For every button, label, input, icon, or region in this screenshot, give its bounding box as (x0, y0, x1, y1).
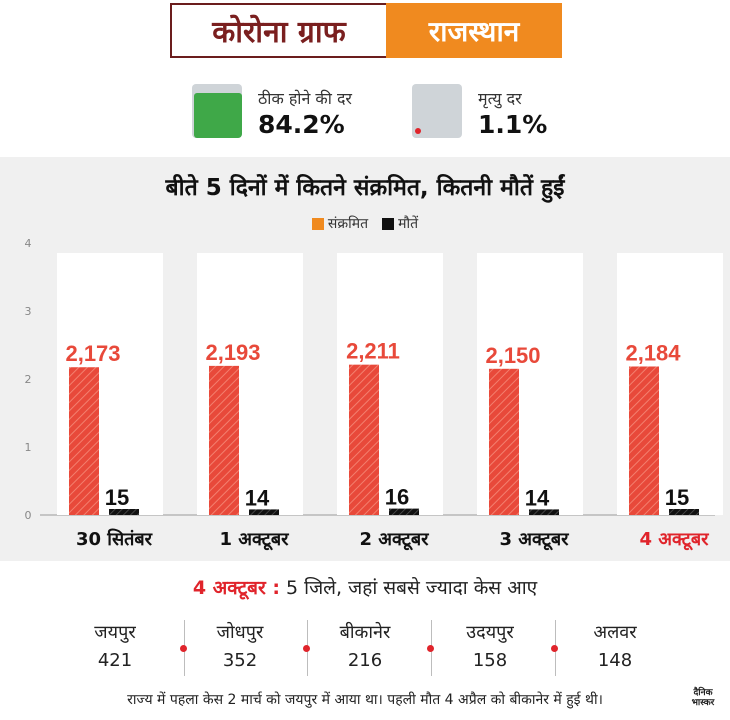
y-tick-label: 4 (25, 237, 32, 250)
data-label-deaths: 16 (385, 485, 409, 510)
district-title-date: 4 अक्टूबर : (192, 577, 280, 599)
district-item-udaipur: उदयपुर 158 (425, 620, 555, 671)
district-separator (180, 620, 187, 676)
district-count: 158 (472, 650, 508, 671)
chart-title: बीते 5 दिनों में कितने संक्रमित, कितनी म… (165, 175, 565, 201)
district-title-text: 5 जिले, जहां सबसे ज्यादा केस आए (279, 577, 538, 599)
bar-infected (489, 368, 519, 515)
x-tick-label: 4 अक्टूबर (639, 529, 709, 551)
data-label-infected: 2,211 (346, 339, 400, 364)
y-tick-label: 3 (25, 305, 32, 318)
district-count: 352 (222, 650, 258, 671)
logo-line-2: भास्कर (691, 698, 715, 708)
district-name: जोधपुर (216, 622, 264, 643)
legend-swatch-infected (311, 217, 324, 230)
district-name: अलवर (593, 622, 637, 643)
x-tick-label: 3 अक्टूबर (499, 529, 569, 551)
death-rate-card: मृत्यु दर 1.1% (412, 84, 572, 144)
district-list: जयपुर 421 जोधपुर 352 बीकानेर 216 उदयपुर … (50, 620, 680, 680)
recovery-rate-label: ठीक होने की दर (258, 89, 352, 108)
death-rate-fill (415, 128, 421, 134)
bar-chart: 0 1 2 3 4 2,173 15 30 सितंबर 2,193 14 1 अक्टूबर 2,2… (25, 237, 723, 551)
x-tick-label: 2 अक्टूबर (359, 529, 429, 551)
bar-deaths (529, 509, 559, 515)
recovery-rate-value: 84.2% (258, 110, 345, 139)
data-label-infected: 2,184 (625, 340, 681, 365)
district-name: जयपुर (94, 622, 136, 643)
data-label-deaths: 15 (665, 485, 689, 510)
district-count: 421 (97, 650, 133, 671)
legend-label-infected: संक्रमित (327, 216, 369, 232)
data-label-deaths: 14 (245, 485, 270, 510)
chart-legend: संक्रमित मौतें (0, 214, 730, 233)
district-separator (551, 620, 558, 676)
bar-deaths (249, 509, 279, 515)
district-name: उदयपुर (466, 622, 514, 643)
district-count: 148 (597, 650, 633, 671)
death-rate-gauge (412, 84, 462, 138)
district-separator (303, 620, 310, 676)
district-item-alwar: अलवर 148 (550, 620, 680, 671)
x-tick-label: 30 सितंबर (76, 528, 153, 550)
legend-item-deaths: मौतें (382, 214, 418, 233)
bar-infected (349, 364, 379, 515)
bar-deaths (669, 509, 699, 515)
brand-logo: दैनिक भास्कर (683, 688, 723, 714)
death-rate-value: 1.1% (478, 110, 548, 139)
bar-deaths (109, 509, 139, 515)
recovery-rate-gauge (192, 84, 242, 138)
district-count: 216 (347, 650, 383, 671)
bar-deaths (389, 508, 419, 515)
legend-item-infected: संक्रमित (311, 214, 369, 233)
death-rate-label: मृत्यु दर (478, 89, 522, 108)
footer-note: राज्य में पहला केस 2 मार्च को जयपुर में … (127, 692, 603, 708)
title-banner: कोरोना ग्राफ राजस्थान (170, 3, 562, 60)
recovery-rate-card: ठीक होने की दर 84.2% (192, 84, 392, 144)
data-label-infected: 2,150 (485, 343, 540, 368)
y-tick-label: 0 (25, 509, 32, 522)
data-label-deaths: 15 (105, 485, 129, 510)
data-label-deaths: 14 (525, 485, 550, 510)
data-label-infected: 2,173 (65, 341, 120, 366)
page-title: कोरोना ग्राफ (170, 3, 386, 58)
district-item-jodhpur: जोधपुर 352 (175, 620, 305, 671)
region-label: राजस्थान (386, 3, 562, 58)
legend-label-deaths: मौतें (398, 216, 419, 232)
district-name: बीकानेर (339, 622, 391, 643)
legend-swatch-deaths (382, 217, 395, 230)
recovery-rate-fill (194, 93, 242, 138)
district-separator (427, 620, 434, 676)
district-item-bikaner: बीकानेर 216 (300, 620, 430, 671)
district-item-jaipur: जयपुर 421 (50, 620, 180, 671)
bar-infected (209, 365, 239, 515)
bar-infected (69, 367, 99, 515)
district-section-title: 4 अक्टूबर : 5 जिले, जहां सबसे ज्यादा केस… (0, 574, 730, 600)
y-tick-label: 1 (25, 441, 32, 454)
logo-line-1: दैनिक (693, 688, 713, 698)
y-tick-label: 2 (25, 373, 32, 386)
bar-infected (629, 366, 659, 515)
x-tick-label: 1 अक्टूबर (219, 529, 289, 551)
data-label-infected: 2,193 (205, 340, 260, 365)
